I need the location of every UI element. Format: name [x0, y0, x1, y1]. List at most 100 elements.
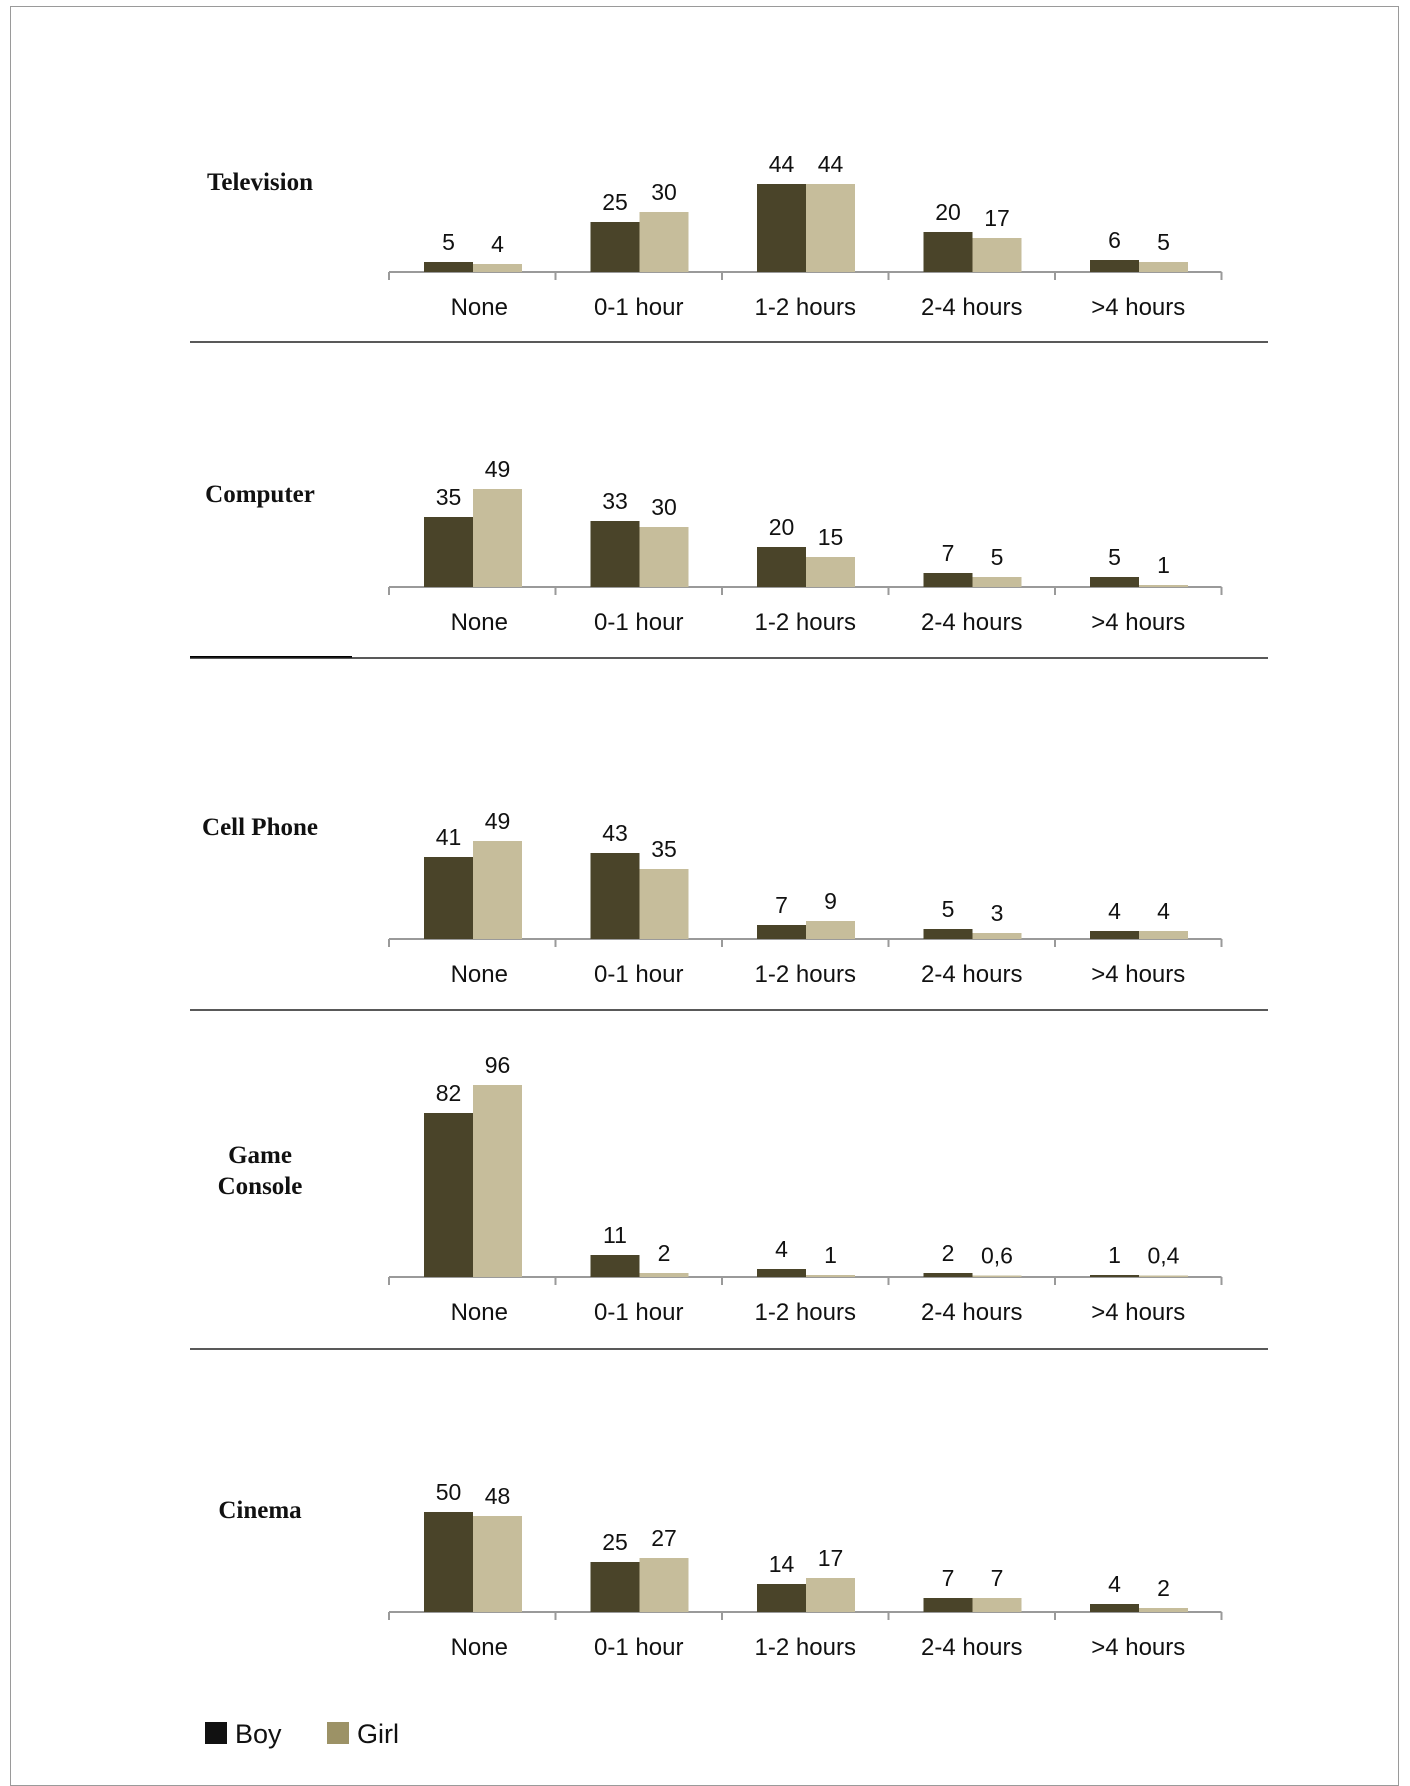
bar-boy-0-1-hour — [590, 853, 640, 939]
legend-swatch-girl — [327, 1722, 349, 1744]
bar-boy-2-4-hours — [923, 573, 973, 587]
bar-boy-2-4-hours — [923, 929, 973, 939]
bar-boy-2-4-hours — [923, 232, 973, 272]
bar-boy-0-1-hour — [590, 521, 640, 587]
x-tick-label: 0-1 hour — [594, 961, 683, 988]
data-label-girl: 17 — [818, 1545, 844, 1571]
bar-girl-1-2-hours — [806, 1275, 855, 1277]
bar-boy-none — [424, 857, 473, 939]
data-label-girl: 35 — [651, 836, 677, 862]
data-label-girl: 15 — [818, 524, 844, 550]
bar-boy-none — [424, 1512, 473, 1612]
x-tick-label: 1-2 hours — [755, 294, 856, 321]
data-label-boy: 7 — [775, 892, 788, 918]
bar-girl-4-hours — [1139, 1608, 1188, 1612]
data-label-boy: 14 — [769, 1551, 795, 1577]
bar-boy-1-2-hours — [757, 1269, 806, 1277]
data-label-girl: 30 — [651, 179, 677, 205]
bar-girl-1-2-hours — [806, 921, 855, 939]
data-label-boy: 7 — [942, 1565, 955, 1591]
bar-girl-2-4-hours — [972, 577, 1022, 587]
legend-label-boy: Boy — [235, 1719, 282, 1749]
bar-boy-0-1-hour — [590, 222, 640, 272]
x-tick-label: 1-2 hours — [755, 1299, 856, 1326]
bar-girl-none — [473, 264, 522, 272]
x-tick-label: 2-4 hours — [921, 1299, 1022, 1326]
data-label-boy: 43 — [602, 820, 628, 846]
data-label-boy: 41 — [436, 824, 462, 850]
x-tick-label: 0-1 hour — [594, 609, 683, 636]
bar-girl-none — [473, 1085, 522, 1277]
bar-girl-none — [473, 489, 522, 587]
bar-boy-none — [424, 1113, 473, 1277]
bar-girl-2-4-hours — [972, 933, 1022, 939]
bar-girl-4-hours — [1139, 262, 1188, 272]
data-label-girl: 3 — [991, 900, 1004, 926]
bar-boy-none — [424, 517, 473, 587]
data-label-girl: 5 — [1157, 229, 1170, 255]
bar-girl-1-2-hours — [806, 184, 855, 272]
data-label-boy: 44 — [769, 151, 795, 177]
data-label-boy: 5 — [942, 896, 955, 922]
x-tick-label: 2-4 hours — [921, 961, 1022, 988]
x-tick-label: 2-4 hours — [921, 1634, 1022, 1661]
bar-girl-2-4-hours — [972, 1598, 1022, 1612]
x-tick-label: 1-2 hours — [755, 961, 856, 988]
x-tick-label: None — [451, 294, 508, 321]
bar-boy-2-4-hours — [923, 1598, 973, 1612]
data-label-girl: 1 — [1157, 552, 1170, 578]
x-tick-label: >4 hours — [1091, 1634, 1185, 1661]
bar-boy-1-2-hours — [757, 1584, 806, 1612]
x-tick-label: None — [451, 961, 508, 988]
data-label-boy: 20 — [935, 199, 961, 225]
bar-boy-0-1-hour — [590, 1562, 640, 1612]
data-label-boy: 7 — [942, 540, 955, 566]
bar-girl-none — [473, 1516, 522, 1612]
bar-boy-4-hours — [1090, 1275, 1139, 1277]
bar-girl-0-1-hour — [639, 1273, 689, 1277]
bar-girl-1-2-hours — [806, 557, 855, 587]
data-label-boy: 25 — [602, 189, 628, 215]
data-label-girl: 0,6 — [981, 1243, 1013, 1269]
data-label-boy: 5 — [1108, 544, 1121, 570]
bar-boy-4-hours — [1090, 577, 1139, 587]
bar-girl-2-4-hours — [972, 1275, 1022, 1277]
bar-girl-0-1-hour — [639, 212, 689, 272]
bar-boy-1-2-hours — [757, 547, 806, 587]
x-tick-label: None — [451, 1634, 508, 1661]
panel-title: Computer — [205, 481, 315, 508]
panel-title: Game Console — [218, 1142, 303, 1200]
bar-girl-4-hours — [1139, 931, 1188, 939]
bar-boy-1-2-hours — [757, 184, 806, 272]
data-label-girl: 49 — [485, 456, 511, 482]
data-label-boy: 33 — [602, 488, 628, 514]
x-tick-label: 1-2 hours — [755, 609, 856, 636]
bar-boy-2-4-hours — [923, 1273, 973, 1277]
data-label-boy: 4 — [775, 1236, 788, 1262]
bar-girl-0-1-hour — [639, 1558, 689, 1612]
panel-title: Cinema — [218, 1497, 302, 1524]
bar-boy-4-hours — [1090, 260, 1139, 272]
data-label-girl: 17 — [984, 205, 1010, 231]
x-tick-label: 0-1 hour — [594, 1299, 683, 1326]
data-label-girl: 96 — [485, 1052, 511, 1078]
data-label-boy: 82 — [436, 1080, 462, 1106]
data-label-girl: 49 — [485, 808, 511, 834]
bar-girl-none — [473, 841, 522, 939]
data-label-girl: 1 — [824, 1242, 837, 1268]
chart-television: Television 5 4 None 25 30 0-1 hour 44 44 1-2 hour… — [207, 151, 1223, 321]
data-label-boy: 20 — [769, 514, 795, 540]
panel-title: Television — [207, 169, 313, 196]
data-label-girl: 2 — [1157, 1575, 1170, 1601]
data-label-boy: 1 — [1108, 1242, 1121, 1268]
data-label-girl: 7 — [991, 1565, 1004, 1591]
x-tick-label: None — [451, 1299, 508, 1326]
x-tick-label: >4 hours — [1091, 1299, 1185, 1326]
x-tick-label: 2-4 hours — [921, 609, 1022, 636]
data-label-boy: 2 — [942, 1240, 955, 1266]
x-tick-label: >4 hours — [1091, 961, 1185, 988]
bar-boy-4-hours — [1090, 931, 1139, 939]
x-tick-label: 1-2 hours — [755, 1634, 856, 1661]
